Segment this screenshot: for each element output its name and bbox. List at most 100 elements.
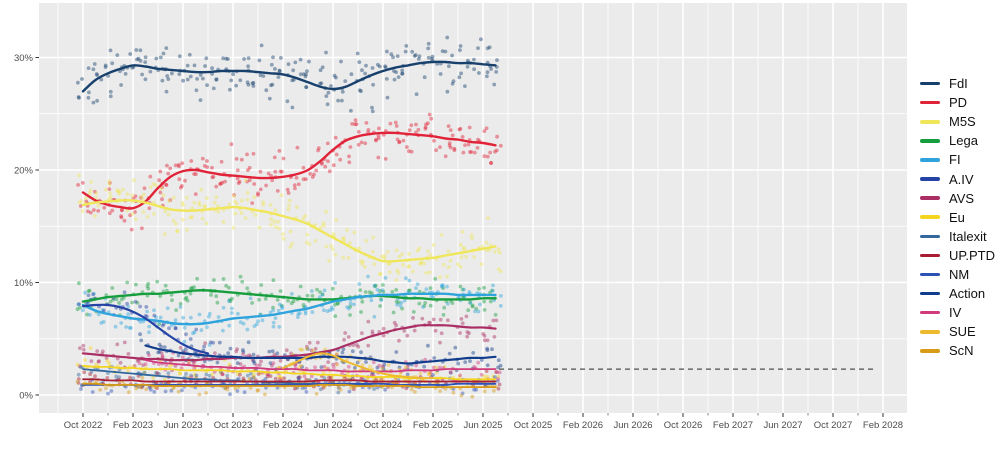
poll-point (414, 92, 419, 97)
poll-point (400, 71, 405, 76)
poll-point (251, 375, 256, 380)
poll-point (291, 68, 296, 73)
poll-point (369, 372, 374, 377)
poll-point (152, 313, 157, 318)
poll-point (370, 105, 374, 110)
poll-point (411, 269, 415, 274)
poll-point (458, 265, 463, 269)
poll-point (386, 262, 391, 266)
poll-point (176, 389, 181, 394)
poll-point (450, 81, 455, 86)
poll-point (494, 318, 499, 323)
poll-point (346, 256, 351, 260)
poll-point (406, 264, 411, 269)
poll-point (324, 50, 328, 55)
poll-point (282, 376, 286, 381)
poll-point (139, 385, 143, 390)
poll-point (413, 53, 418, 57)
poll-point (203, 204, 208, 208)
poll-point (181, 217, 185, 222)
poll-point (303, 74, 308, 79)
poll-point (333, 135, 338, 140)
poll-point (137, 361, 142, 366)
poll-point (450, 53, 454, 58)
poll-point (191, 361, 196, 365)
poll-point (286, 62, 291, 67)
poll-point (241, 376, 246, 381)
poll-point (324, 94, 329, 98)
poll-point (373, 283, 378, 288)
poll-point (467, 125, 472, 130)
poll-point (264, 88, 269, 93)
poll-point (485, 46, 490, 51)
poll-point (478, 302, 482, 307)
legend-swatch-FI (920, 158, 940, 162)
poll-point (168, 198, 173, 203)
poll-point (85, 301, 90, 306)
poll-point (216, 209, 221, 214)
poll-point (273, 169, 278, 174)
poll-point (371, 82, 375, 87)
poll-point (325, 309, 330, 314)
poll-point (307, 59, 311, 64)
poll-point (197, 392, 202, 397)
poll-point (269, 83, 273, 88)
poll-point (235, 176, 240, 181)
poll-point (356, 344, 361, 349)
poll-point (273, 67, 277, 71)
poll-point (318, 81, 322, 86)
poll-point (316, 148, 320, 153)
poll-point (401, 138, 406, 143)
poll-point (490, 288, 495, 293)
poll-point (441, 313, 446, 317)
poll-point (257, 297, 261, 302)
poll-point (270, 178, 275, 183)
poll-point (496, 377, 500, 381)
poll-point (198, 98, 203, 102)
poll-point (110, 61, 115, 66)
poll-point (138, 48, 143, 53)
poll-point (271, 361, 276, 366)
legend-swatch-UP.PTD (920, 253, 940, 258)
poll-point (166, 212, 171, 217)
poll-point (432, 356, 437, 360)
poll-point (173, 326, 178, 331)
poll-point (213, 351, 217, 355)
poll-point (329, 244, 333, 248)
poll-point (207, 311, 212, 316)
poll-point (348, 145, 353, 149)
poll-point (426, 372, 431, 377)
poll-point (290, 241, 295, 246)
poll-point (115, 188, 120, 193)
poll-point (256, 388, 260, 392)
poll-point (270, 363, 274, 368)
poll-point (223, 386, 228, 391)
poll-point (154, 183, 159, 188)
poll-point (407, 278, 412, 283)
poll-point (250, 301, 255, 305)
poll-point (267, 96, 272, 101)
poll-point (215, 300, 220, 305)
poll-point (320, 65, 325, 70)
poll-point (77, 302, 81, 306)
poll-point (469, 233, 474, 238)
poll-point (92, 208, 96, 212)
poll-point (164, 182, 169, 187)
poll-point (345, 228, 349, 232)
legend-item-ScN: ScN (920, 341, 995, 360)
poll-point (321, 221, 326, 226)
poll-point (228, 87, 232, 92)
trend-line-AVS (81, 324, 497, 362)
poll-point (304, 346, 309, 351)
poll-point (434, 370, 439, 375)
poll-point (105, 376, 110, 380)
poll-point (134, 282, 138, 287)
poll-point (183, 347, 188, 352)
poll-point (352, 302, 356, 307)
poll-point (184, 295, 189, 300)
legend-item-IV: IV (920, 303, 995, 322)
poll-point (407, 149, 411, 154)
poll-point (87, 191, 92, 196)
poll-point (176, 353, 181, 358)
